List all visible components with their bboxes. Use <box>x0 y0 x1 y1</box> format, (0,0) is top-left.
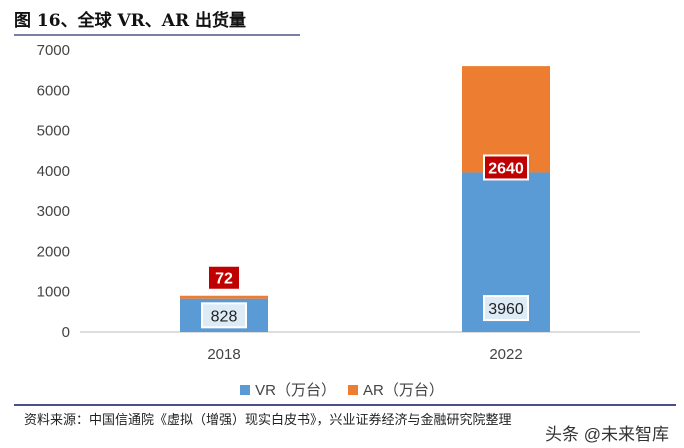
y-tick-label: 6000 <box>37 82 70 99</box>
ar-data-label: 72 <box>215 271 233 288</box>
watermark: 头条 @未来智库 <box>545 425 669 444</box>
ar-label-box <box>207 264 241 291</box>
legend-swatch <box>240 384 251 395</box>
legend-label: AR（万台） <box>363 382 444 399</box>
y-tick-label: 2000 <box>37 243 70 260</box>
source-rule <box>14 404 676 406</box>
legend: VR（万台） AR（万台） <box>0 379 684 400</box>
source-note: 资料来源：中国信通院《虚拟（增强）现实白皮书》，兴业证券经济与金融研究院整理 <box>24 413 512 428</box>
vr-data-label: 828 <box>211 308 238 325</box>
legend-item: AR（万台） <box>348 379 444 400</box>
vr-data-label: 3960 <box>488 301 524 318</box>
stacked-bar-chart: 0 1000 2000 3000 4000 5000 6000 7000 2018 828 72 20… <box>37 42 640 363</box>
y-tick-label: 3000 <box>37 203 70 220</box>
x-tick-label: 2022 <box>489 346 522 363</box>
legend-item: VR（万台） <box>240 379 336 400</box>
y-tick-label: 7000 <box>37 42 70 59</box>
y-tick-label: 5000 <box>37 123 70 140</box>
ar-data-label: 2640 <box>488 160 524 177</box>
title-rule <box>14 34 300 36</box>
y-tick-label: 4000 <box>37 163 70 180</box>
ar-label-box <box>483 154 529 181</box>
y-tick-label: 1000 <box>37 284 70 301</box>
y-tick-label: 0 <box>62 324 70 341</box>
vr-label-box <box>201 302 247 329</box>
figure-title: 图 16、全球 VR、AR 出货量 <box>14 11 247 31</box>
bar-ar-2018 <box>180 295 268 299</box>
legend-swatch <box>348 384 358 395</box>
legend-label: VR（万台） <box>255 382 336 399</box>
vr-label-box <box>483 295 529 322</box>
x-tick-label: 2018 <box>207 346 240 363</box>
